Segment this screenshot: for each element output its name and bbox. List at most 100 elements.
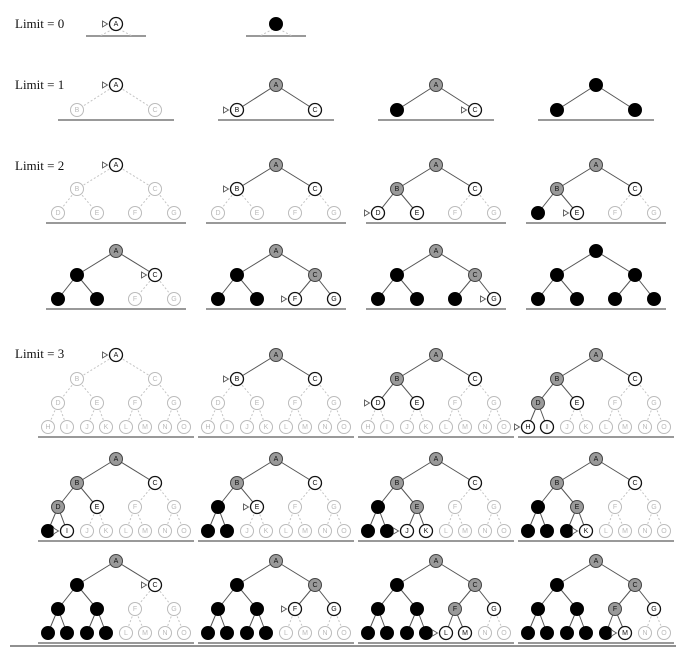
node-letter: H <box>45 424 50 431</box>
node-circle <box>628 103 642 117</box>
node-letter: C <box>312 582 317 589</box>
tree-edge <box>556 458 597 484</box>
node-letter: I <box>66 528 68 535</box>
tree-node-n: N <box>638 626 652 640</box>
tree-node-h <box>361 626 375 640</box>
tree-node-c: C <box>141 577 163 593</box>
next-node-marker-icon <box>223 106 230 114</box>
node-circle <box>250 292 264 306</box>
node-circle <box>380 626 394 640</box>
node-circle <box>158 524 172 538</box>
node-letter: C <box>152 186 157 193</box>
node-letter: A <box>114 82 119 89</box>
node-circle <box>201 420 215 434</box>
tree-node-l: L <box>279 420 293 434</box>
node-letter: F <box>293 606 297 613</box>
node-letter: M <box>622 528 628 535</box>
node-letter: B <box>75 376 80 383</box>
tree-edge <box>76 458 117 484</box>
tree-node-b <box>550 578 564 592</box>
tree-edge <box>236 560 277 586</box>
node-letter: J <box>85 424 89 431</box>
tree-node-d: D <box>211 396 225 410</box>
node-letter: L <box>444 528 448 535</box>
tree-node-c: C <box>147 475 163 491</box>
tree-edge <box>556 560 597 586</box>
node-circle <box>41 524 55 538</box>
node-circle <box>467 181 483 197</box>
tree-edge <box>236 458 277 484</box>
node-circle <box>579 626 593 640</box>
node-circle <box>371 500 385 514</box>
tree-node-m: M <box>618 524 632 538</box>
tree-node-h: H <box>361 420 375 434</box>
tree-edge <box>259 28 274 37</box>
node-letter: C <box>632 582 637 589</box>
tree-node-k <box>419 626 433 640</box>
node-letter: G <box>171 400 176 407</box>
tree-node-f: F <box>288 206 302 220</box>
node-circle <box>487 500 501 514</box>
node-circle <box>550 103 564 117</box>
tree-edge <box>396 250 437 276</box>
node-circle <box>419 626 433 640</box>
node-circle <box>429 554 443 568</box>
node-circle <box>638 524 652 538</box>
node-circle <box>618 524 632 538</box>
node-letter: L <box>124 528 128 535</box>
search-tree-panel: A C F G L M N O <box>198 554 354 644</box>
node-letter: J <box>245 528 249 535</box>
node-circle <box>647 206 661 220</box>
node-letter: O <box>501 424 507 431</box>
tree-node-a: A <box>429 244 443 258</box>
node-letter: C <box>472 376 477 383</box>
tree-node-g: G <box>167 602 181 616</box>
node-circle <box>550 476 564 490</box>
tree-node-k: K <box>259 524 273 538</box>
tree-node-b: B <box>70 103 84 117</box>
node-circle <box>138 524 152 538</box>
node-circle <box>647 396 661 410</box>
node-letter: A <box>274 558 279 565</box>
node-letter: N <box>642 424 647 431</box>
tree-node-f: F <box>448 206 462 220</box>
tree-edge <box>236 354 277 380</box>
node-circle <box>90 292 104 306</box>
node-letter: E <box>95 400 100 407</box>
node-circle <box>279 626 293 640</box>
node-circle <box>177 420 191 434</box>
node-circle <box>41 420 55 434</box>
tree-node-a: A <box>589 158 603 172</box>
tree-edge <box>275 354 316 380</box>
node-circle <box>400 420 414 434</box>
node-circle <box>250 206 264 220</box>
tree-edge <box>396 354 437 380</box>
node-circle <box>108 347 124 363</box>
next-node-marker-icon <box>514 423 521 431</box>
tree-node-h: H <box>41 420 55 434</box>
tree-node-d <box>531 602 545 616</box>
node-circle <box>148 103 162 117</box>
search-tree-panel: A B C D E F G H I J K L M N O <box>38 347 194 438</box>
node-circle <box>531 500 545 514</box>
tree-node-c: C <box>307 181 323 197</box>
node-circle <box>599 626 613 640</box>
node-circle <box>531 206 545 220</box>
node-circle <box>429 78 443 92</box>
node-circle <box>550 182 564 196</box>
tree-node-k: K <box>418 523 434 539</box>
node-circle <box>147 267 163 283</box>
node-circle <box>211 602 225 616</box>
tree-node-d <box>371 602 385 616</box>
node-circle <box>220 626 234 640</box>
node-circle <box>478 420 492 434</box>
tree-node-o: O <box>337 626 351 640</box>
node-circle <box>109 554 123 568</box>
tree-edge <box>275 560 316 586</box>
node-letter: A <box>114 21 119 28</box>
tree-edge <box>396 560 437 586</box>
node-circle <box>167 500 181 514</box>
node-circle <box>220 420 234 434</box>
tree-node-j: J <box>240 420 254 434</box>
tree-edge <box>595 250 636 276</box>
